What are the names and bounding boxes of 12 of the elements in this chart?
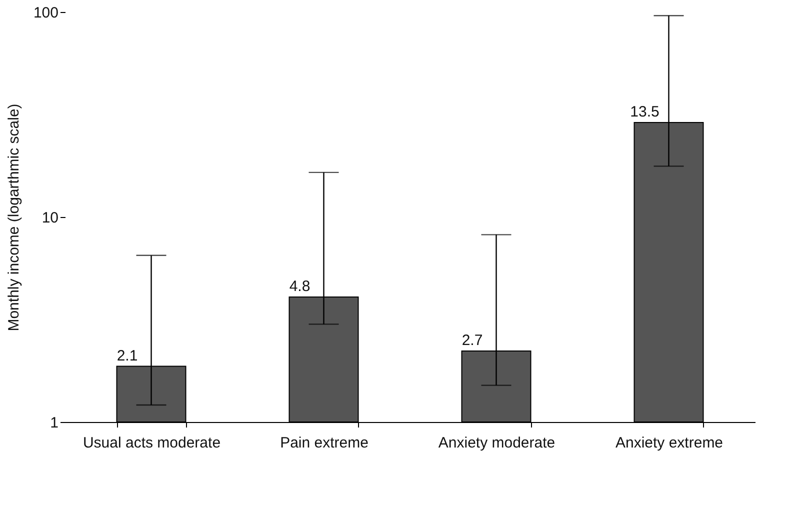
y-tick-label: 1 — [50, 414, 58, 432]
annotation: 4.8 — [289, 278, 310, 296]
annotation: 13.5 — [630, 104, 660, 121]
x-tick-label: Anxiety extreme — [615, 434, 724, 452]
y-axis-title: Monthly income (logarthmic scale) — [5, 104, 22, 332]
annotation: 2.7 — [462, 332, 483, 349]
x-tick-label: Usual acts moderate — [82, 434, 221, 452]
y-tick-label: 100 — [33, 4, 58, 22]
annotation: 2.1 — [116, 347, 138, 364]
y-tick-label: 10 — [42, 210, 58, 226]
x-tick-label: Pain extreme — [280, 434, 368, 452]
x-tick-label: Anxiety moderate — [438, 434, 556, 452]
